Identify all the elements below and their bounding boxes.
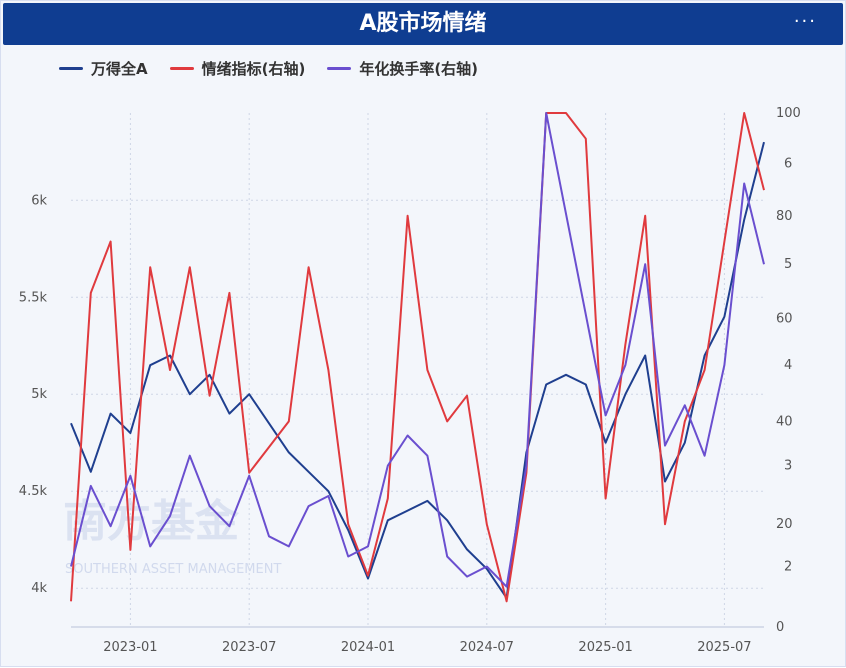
x-tick-label: 2023-01	[103, 640, 157, 655]
y-right-turnover-tick-label: 5	[784, 257, 792, 272]
y-right-turnover-tick-label: 3	[784, 459, 792, 474]
legend-item-turnover[interactable]: 年化换手率(右轴)	[327, 58, 478, 79]
legend-item-index[interactable]: 万得全A	[59, 58, 148, 79]
y-left-tick-label: 4k	[31, 581, 47, 596]
series-line-turnover	[70, 112, 765, 588]
y-right-sentiment-tick-label: 40	[776, 414, 793, 429]
legend-item-sentiment[interactable]: 情绪指标(右轴)	[169, 58, 306, 79]
y-left-tick-label: 5k	[31, 387, 47, 402]
legend-swatch-turnover	[327, 66, 352, 70]
y-left-tick-label: 5.5k	[19, 290, 48, 305]
x-tick-label: 2024-01	[341, 640, 395, 655]
legend-label-sentiment: 情绪指标(右轴)	[201, 59, 306, 78]
chart-title: A股市场情绪	[359, 11, 487, 36]
y-right-sentiment-tick-label: 20	[776, 517, 793, 532]
legend-swatch-index	[59, 66, 83, 70]
chart-header: A股市场情绪 ···	[3, 3, 843, 45]
legend-swatch-sentiment	[169, 66, 194, 70]
y-right-sentiment-tick-label: 80	[776, 209, 793, 224]
y-right-sentiment-tick-label: 0	[776, 620, 784, 635]
y-left-tick-label: 6k	[31, 193, 47, 208]
x-tick-label: 2024-07	[460, 640, 514, 655]
y-left-tick-label: 4.5k	[19, 484, 48, 499]
x-tick-label: 2025-07	[697, 640, 751, 655]
series-line-index	[70, 141, 765, 599]
more-menu-icon[interactable]: ···	[793, 11, 817, 32]
series-line-sentiment	[70, 112, 765, 603]
y-right-turnover-tick-label: 4	[784, 358, 792, 373]
y-right-turnover-tick-label: 6	[784, 156, 792, 171]
watermark-en: SOUTHERN ASSET MANAGEMENT	[65, 562, 281, 577]
y-right-sentiment-tick-label: 100	[776, 106, 801, 121]
chart-legend: 万得全A 情绪指标(右轴) 年化换手率(右轴)	[59, 56, 478, 80]
legend-label-turnover: 年化换手率(右轴)	[359, 59, 479, 78]
x-tick-label: 2025-01	[578, 640, 632, 655]
y-right-sentiment-tick-label: 60	[776, 312, 793, 327]
legend-label-index: 万得全A	[91, 59, 148, 78]
watermark-cn: 南方基金	[63, 496, 240, 547]
y-right-turnover-tick-label: 2	[784, 560, 792, 575]
x-tick-label: 2023-07	[222, 640, 276, 655]
